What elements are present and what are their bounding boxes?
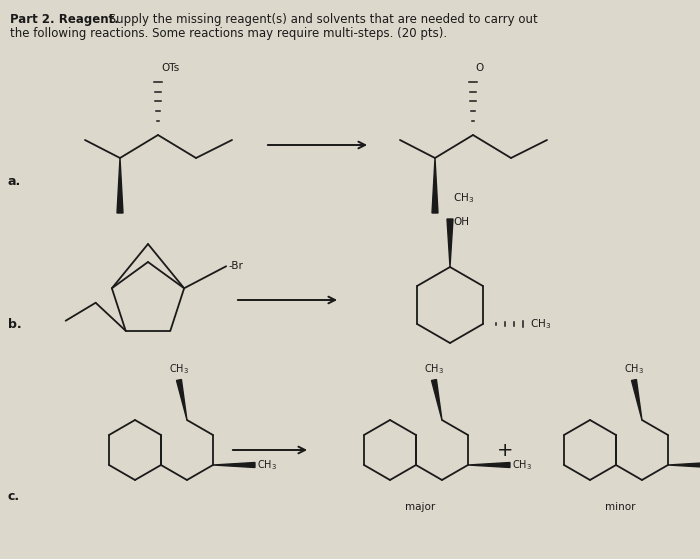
Text: CH$_3$: CH$_3$ xyxy=(424,362,444,376)
Polygon shape xyxy=(432,158,438,213)
Polygon shape xyxy=(117,158,123,213)
Text: CH$_3$: CH$_3$ xyxy=(257,458,277,472)
Polygon shape xyxy=(447,219,453,267)
Text: a.: a. xyxy=(8,175,21,188)
Polygon shape xyxy=(431,380,442,420)
Text: OTs: OTs xyxy=(161,63,179,73)
Text: Supply the missing reagent(s) and solvents that are needed to carry out: Supply the missing reagent(s) and solven… xyxy=(105,13,538,26)
Polygon shape xyxy=(176,380,187,420)
Text: Part 2. Reagent.: Part 2. Reagent. xyxy=(10,13,119,26)
Text: CH$_3$: CH$_3$ xyxy=(530,317,551,331)
Text: CH$_3$: CH$_3$ xyxy=(453,191,474,205)
Text: +: + xyxy=(497,440,513,459)
Text: minor: minor xyxy=(605,502,636,512)
Polygon shape xyxy=(668,462,700,467)
Text: c.: c. xyxy=(8,490,20,503)
Polygon shape xyxy=(468,462,510,467)
Text: CH$_3$: CH$_3$ xyxy=(169,362,189,376)
Text: -Br: -Br xyxy=(228,261,243,271)
Text: O: O xyxy=(475,63,483,73)
Text: the following reactions. Some reactions may require multi-steps. (20 pts).: the following reactions. Some reactions … xyxy=(10,27,447,40)
Text: OH: OH xyxy=(453,217,469,227)
Polygon shape xyxy=(631,380,642,420)
Text: CH$_3$: CH$_3$ xyxy=(512,458,532,472)
Text: CH$_3$: CH$_3$ xyxy=(624,362,644,376)
Polygon shape xyxy=(213,462,255,467)
Text: b.: b. xyxy=(8,318,22,331)
Text: major: major xyxy=(405,502,435,512)
